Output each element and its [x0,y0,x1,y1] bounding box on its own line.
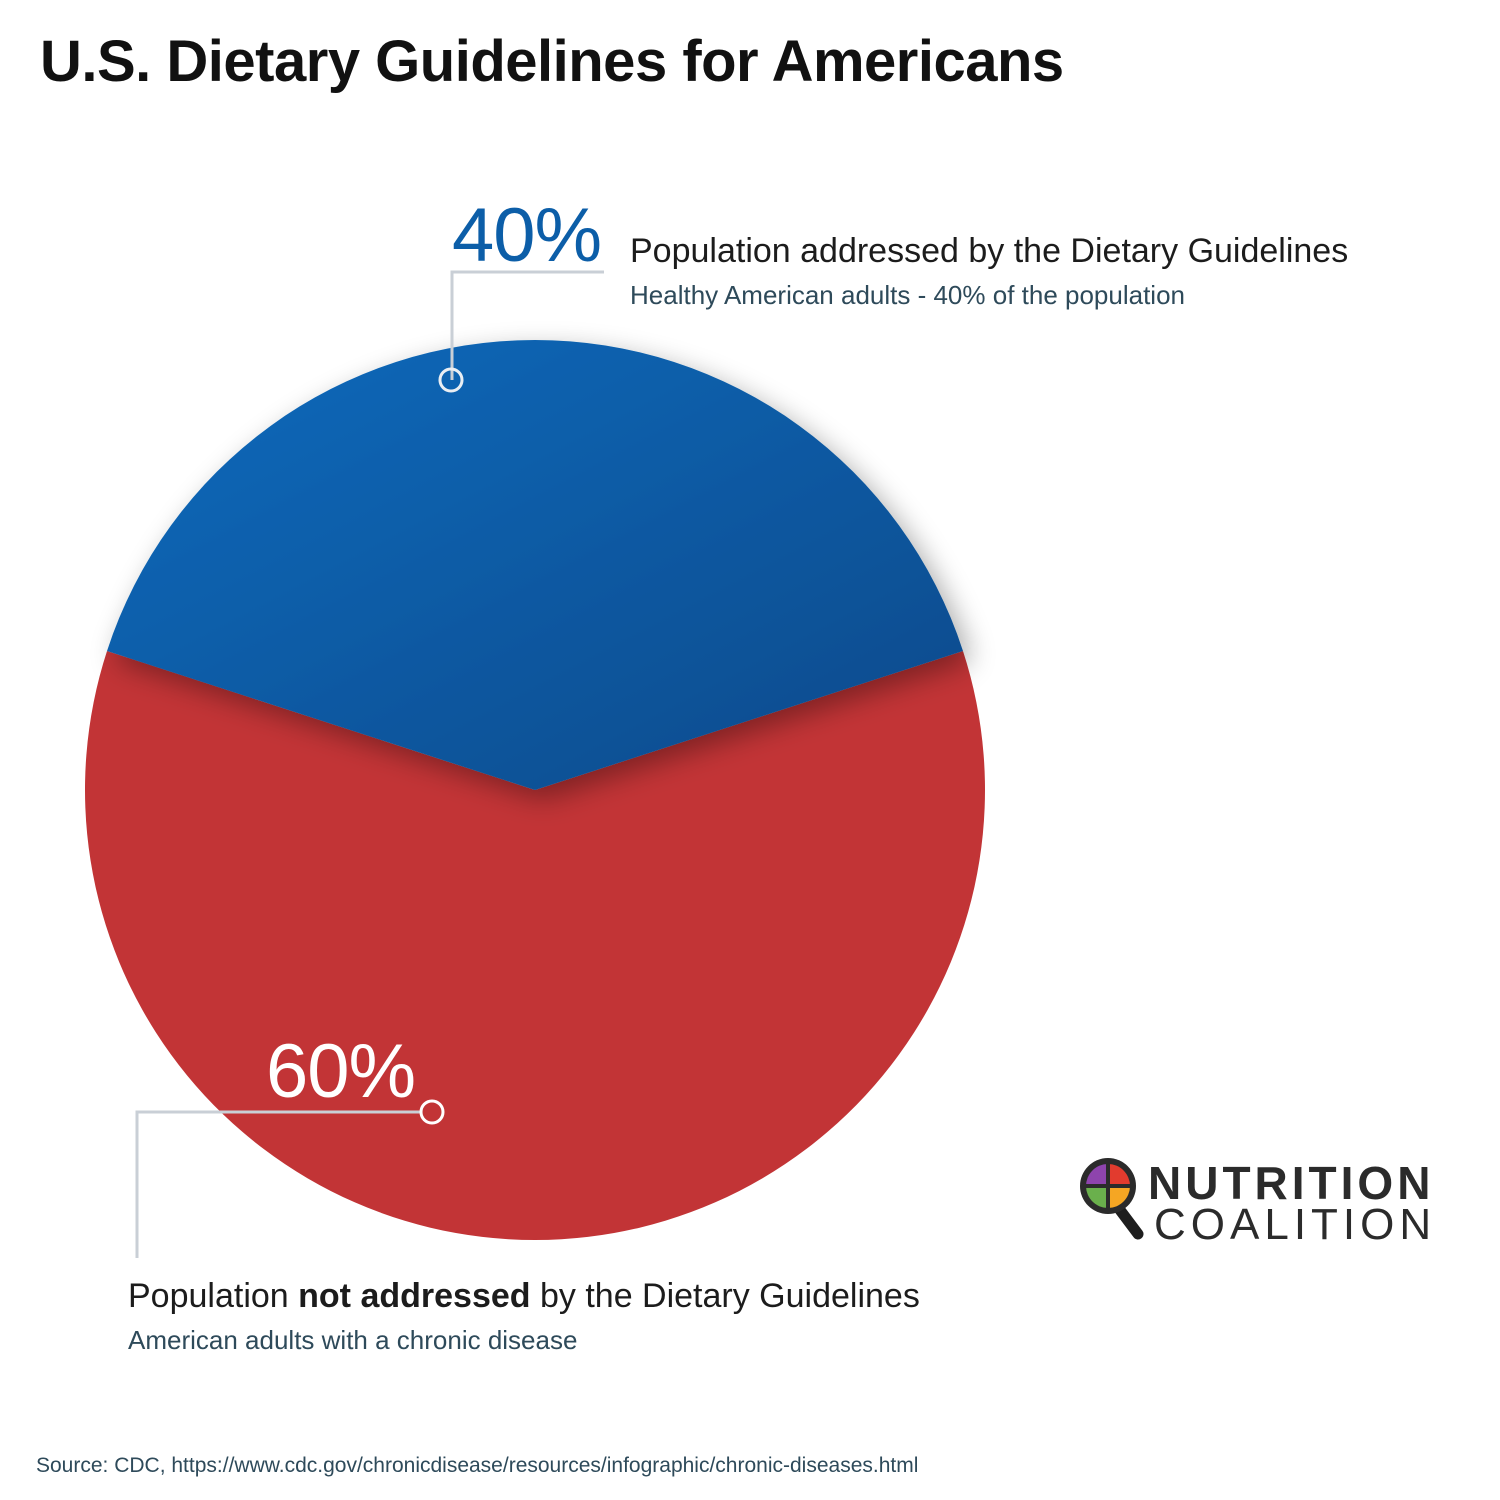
slice-sublabel-60: American adults with a chronic disease [128,1325,578,1355]
slice-label-60-bold: not addressed [298,1277,531,1315]
slice-label-40: Population addressed by the Dietary Guid… [630,232,1349,270]
callout-line-60 [135,1110,420,1258]
callout-dot-60 [419,1099,445,1125]
pie-slice-40 [107,340,963,790]
slice-label-60-post: by the Dietary Guidelines [530,1277,920,1315]
callout-dot-40 [438,367,464,393]
source-note: Source: CDC, https://www.cdc.gov/chronic… [36,1454,919,1477]
callouts [135,270,604,1258]
logo-plate-segment [1086,1164,1108,1186]
slice-sublabel-40: Healthy American adults - 40% of the pop… [630,280,1186,310]
chart-title: U.S. Dietary Guidelines for Americans [40,29,1064,94]
slice-value-label-40: 40% [452,193,602,278]
logo-word-nutrition: NUTRITION [1148,1157,1435,1209]
callout-line-40 [450,270,604,380]
logo-plate-segment [1086,1186,1108,1208]
magnifier-plate-icon [1080,1158,1144,1240]
pie-slice-60 [84,650,986,1240]
slice-label-60-pre: Population [128,1277,299,1315]
slice-label-60: Population not addressed by the Dietary … [128,1277,920,1316]
logo-word-coalition: COALITION [1154,1200,1437,1249]
logo-plate-segment [1108,1186,1130,1208]
logo-plate-segment [1108,1164,1130,1186]
nutrition-coalition-logo: NUTRITION COALITION [1076,1156,1476,1249]
slice-value-label-60: 60% [266,1029,416,1114]
